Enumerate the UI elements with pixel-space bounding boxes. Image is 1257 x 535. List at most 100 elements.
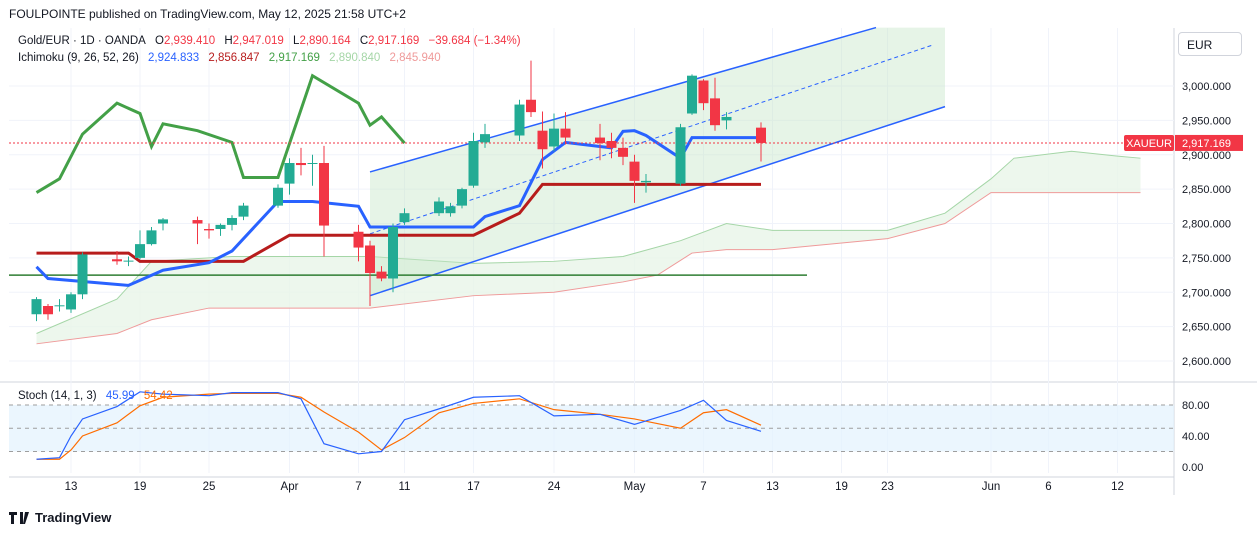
stoch-d-value: 54.42 xyxy=(143,390,173,402)
stochastic-pane xyxy=(9,391,1174,460)
candle[interactable] xyxy=(146,226,157,246)
candle-body xyxy=(296,163,306,166)
senkou-span-b xyxy=(36,192,1141,345)
candle[interactable] xyxy=(710,77,720,131)
chikou-line xyxy=(35,73,406,194)
candle-body xyxy=(135,244,145,258)
low-key: L xyxy=(293,35,300,47)
candle[interactable] xyxy=(215,223,226,236)
ichimoku-label[interactable]: Ichimoku (9, 26, 52, 26) xyxy=(18,52,139,64)
candles xyxy=(31,60,766,322)
candle[interactable] xyxy=(526,60,536,117)
tenkan-value: 2,924.833 xyxy=(148,52,200,64)
candle[interactable] xyxy=(537,111,548,169)
candle[interactable] xyxy=(698,79,709,111)
price-tick-label: 3,000.000 xyxy=(1182,81,1231,93)
candle-body xyxy=(549,128,559,147)
change-value: −39.684 (−1.34%) xyxy=(428,35,521,47)
candle-body xyxy=(273,187,283,206)
high-value: 2,947.019 xyxy=(232,35,284,47)
candle[interactable] xyxy=(54,299,65,312)
candle[interactable] xyxy=(457,187,467,209)
candle[interactable] xyxy=(66,292,76,313)
candle[interactable] xyxy=(468,132,479,188)
candle-body xyxy=(146,230,157,245)
candle[interactable] xyxy=(595,123,605,161)
open-value: 2,939.410 xyxy=(163,35,216,47)
candle[interactable] xyxy=(687,74,697,115)
channel-upper-line[interactable] xyxy=(369,26,877,173)
candle[interactable] xyxy=(158,218,168,231)
candle[interactable] xyxy=(112,251,122,265)
stoch-k-line xyxy=(36,391,762,460)
candle-body xyxy=(376,271,387,279)
candle[interactable] xyxy=(204,223,214,239)
time-tick-label: 13 xyxy=(65,481,78,493)
candle[interactable] xyxy=(629,154,640,203)
candle-body xyxy=(238,205,249,217)
candle[interactable] xyxy=(77,252,88,300)
stoch-tick-label: 40.00 xyxy=(1182,431,1210,443)
price-tick-label: 2,700.000 xyxy=(1182,287,1231,299)
candle[interactable] xyxy=(606,132,617,159)
candle[interactable] xyxy=(123,256,134,267)
candle[interactable] xyxy=(376,266,387,282)
candle[interactable] xyxy=(756,122,766,162)
candle[interactable] xyxy=(238,202,249,221)
candle[interactable] xyxy=(31,297,42,322)
candle[interactable] xyxy=(353,224,364,262)
candle[interactable] xyxy=(43,303,53,320)
candle[interactable] xyxy=(721,112,732,130)
candle-body xyxy=(641,180,651,183)
candle-body xyxy=(710,98,720,126)
candle[interactable] xyxy=(434,197,444,216)
candle[interactable] xyxy=(319,145,329,257)
candle[interactable] xyxy=(675,123,686,186)
candle[interactable] xyxy=(192,216,203,245)
candle[interactable] xyxy=(445,202,456,217)
kijun-line xyxy=(36,182,761,263)
price-tick-label: 2,900.000 xyxy=(1182,150,1231,162)
candle-body xyxy=(629,161,640,181)
candle[interactable] xyxy=(514,99,525,141)
candle[interactable] xyxy=(365,240,375,306)
candle[interactable] xyxy=(273,184,283,208)
brand-label: TradingView xyxy=(35,510,112,525)
stoch-band-fill xyxy=(9,405,1174,452)
candle[interactable] xyxy=(560,112,571,145)
channel-lower-line[interactable] xyxy=(369,105,946,297)
open-key: O xyxy=(155,35,164,47)
cloud-fill xyxy=(36,151,1141,344)
candle-body xyxy=(54,305,65,307)
candle-body xyxy=(284,163,295,184)
candle-body xyxy=(353,231,364,248)
candle[interactable] xyxy=(135,230,145,260)
candle-body xyxy=(388,226,398,279)
candle[interactable] xyxy=(388,223,398,293)
currency-button[interactable]: EUR xyxy=(1178,32,1242,56)
symbol-label[interactable]: Gold/EUR · 1D · OANDA xyxy=(18,35,146,47)
candle[interactable] xyxy=(284,158,295,195)
chikou-value: 2,917.169 xyxy=(268,52,320,64)
stoch-label[interactable]: Stoch (14, 1, 3) xyxy=(18,390,97,402)
candle[interactable] xyxy=(307,154,318,186)
candle[interactable] xyxy=(549,113,559,152)
candle[interactable] xyxy=(296,147,306,176)
candle[interactable] xyxy=(618,137,628,166)
axes: 2,600.000 2,650.000 2,700.000 2,750.000 2,80… xyxy=(65,81,1243,493)
price-tag: 2,917.169 xyxy=(1182,138,1231,150)
candle-body xyxy=(526,99,536,113)
candle[interactable] xyxy=(480,123,490,148)
candle[interactable] xyxy=(227,215,237,231)
candle-body xyxy=(77,254,88,295)
time-tick-label: 19 xyxy=(835,481,848,493)
candle[interactable] xyxy=(399,208,410,225)
ohlc-legend: Gold/EUR · 1D · OANDA O2,939.410 H2,947.… xyxy=(18,35,527,47)
candle-body xyxy=(319,163,329,226)
candle-body xyxy=(112,259,122,262)
tradingview-logo-icon xyxy=(9,511,29,524)
candle-body xyxy=(192,220,203,224)
candle[interactable] xyxy=(641,174,651,193)
time-tick-label: 13 xyxy=(766,481,779,493)
